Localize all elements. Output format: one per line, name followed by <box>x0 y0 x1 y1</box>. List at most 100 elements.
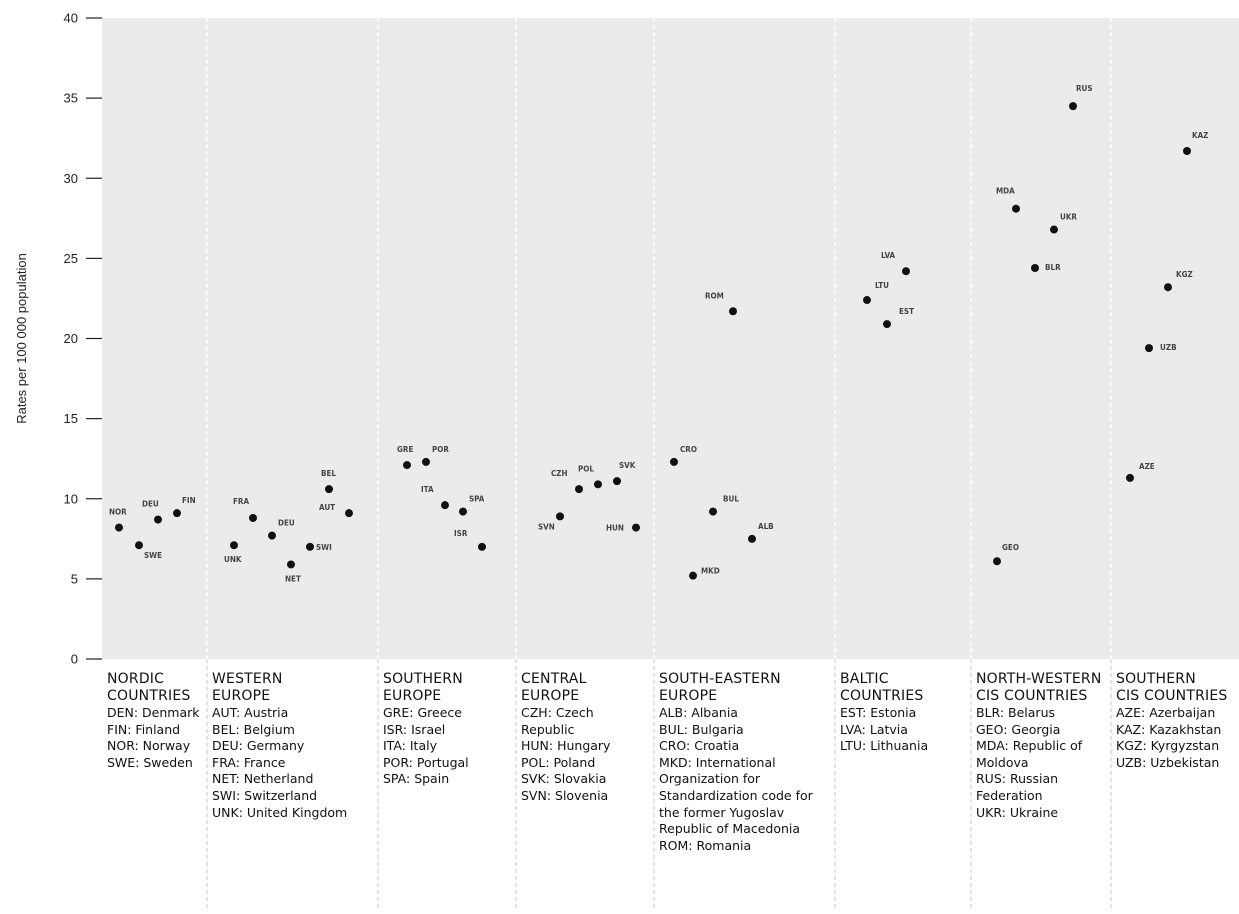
legend-entry: FRA: France <box>212 754 286 770</box>
data-point-kaz <box>1183 147 1191 156</box>
legend-entry: CZH: Czech Republic <box>521 705 594 737</box>
plot-area <box>102 18 1239 659</box>
point-label-swi: SWI <box>316 543 332 552</box>
data-point-rus <box>1069 102 1077 111</box>
point-label-geo: GEO <box>1002 543 1019 552</box>
data-point-swe <box>135 541 143 550</box>
data-point-cro <box>670 457 678 466</box>
group-name: SOUTHERN CIS COUNTRIES <box>1116 671 1239 705</box>
point-label-gre: GRE <box>397 445 413 454</box>
data-point-kgz <box>1164 283 1172 292</box>
legend-entry: NET: Netherland <box>212 771 314 787</box>
data-point-swi <box>306 542 314 551</box>
legend-entry: SWI: Switzerland <box>212 787 318 803</box>
data-point-nor <box>115 523 123 532</box>
y-tick-label: 10 <box>64 491 78 506</box>
group-name-line: CIS COUNTRIES <box>976 688 1088 704</box>
legend-entry: ISR: Israel <box>383 721 446 737</box>
data-point-deu <box>268 531 276 540</box>
point-label-svn: SVN <box>538 522 555 531</box>
legend-entry: ALB: Albania <box>659 705 738 720</box>
legend-entry: LVA: Latvia <box>840 721 908 737</box>
group-name-line: COUNTRIES <box>107 688 191 704</box>
y-tick-label: 5 <box>71 571 78 586</box>
group-name: WESTERN EUROPE <box>212 671 372 705</box>
legend-entry: KAZ: Kazakhstan <box>1116 721 1222 737</box>
group-name-line: SOUTH-EASTERN <box>659 671 781 687</box>
group-dividers <box>206 18 1112 910</box>
group-name-line: CENTRAL <box>521 671 587 687</box>
point-label-ukr: UKR <box>1060 213 1077 222</box>
legend-entry: SWE: Sweden <box>107 754 193 770</box>
point-label-svk: SVK <box>619 461 636 470</box>
point-label-net: NET <box>285 574 301 583</box>
data-point-aut <box>345 509 353 518</box>
group-name-line: COUNTRIES <box>840 688 924 704</box>
y-tick-label: 35 <box>64 91 78 106</box>
point-label-blr: BLR <box>1045 263 1061 272</box>
point-label-spa: SPA <box>469 495 485 504</box>
group-name-line: CIS COUNTRIES <box>1116 688 1228 704</box>
point-label-mkd: MKD <box>701 567 720 576</box>
point-label-kaz: KAZ <box>1192 131 1208 140</box>
group-name: BALTIC COUNTRIES <box>840 671 960 705</box>
point-label-mda: MDA <box>996 187 1015 196</box>
point-label-rom: ROM <box>705 291 724 300</box>
data-point-geo <box>993 557 1001 566</box>
group-legend: NORTH-WESTERN CIS COUNTRIES BLR: Belarus GE… <box>976 671 1106 821</box>
legend-entry: CRO: Croatia <box>659 738 740 754</box>
group-name-line: NORTH-WESTERN <box>976 671 1102 687</box>
point-label-est: EST <box>899 307 914 316</box>
data-point-bel <box>325 485 333 494</box>
y-tick-label: 40 <box>64 11 78 26</box>
group-legend: SOUTHERN EUROPE GRE: Greece ISR: Israel ITA:… <box>383 671 508 788</box>
point-label-aze: AZE <box>1139 462 1155 471</box>
data-point-mda <box>1012 204 1020 213</box>
data-point-hun <box>632 523 640 532</box>
point-label-hun: HUN <box>606 524 624 533</box>
point-label-alb: ALB <box>758 522 774 531</box>
data-point-isr <box>478 542 486 551</box>
data-point-aze <box>1126 473 1134 482</box>
group-legend: CENTRAL EUROPE CZH: Czech Republic HUN: Hun… <box>521 671 646 805</box>
y-tick-label: 0 <box>71 652 78 667</box>
group-legend: BALTIC COUNTRIES EST: Estonia LVA: Latvia LT… <box>840 671 960 755</box>
data-point-spa <box>459 507 467 516</box>
y-tick-label: 15 <box>64 411 78 426</box>
group-name-line: EUROPE <box>521 688 580 704</box>
group-name: NORDIC COUNTRIES <box>107 671 202 705</box>
data-point-mkd <box>689 571 697 580</box>
point-label-uzb: UZB <box>1160 343 1177 352</box>
data-point-est <box>883 320 891 329</box>
plot-background <box>102 18 1239 659</box>
point-label-swe: SWE <box>144 551 162 560</box>
point-label-deu: DEU <box>278 519 295 528</box>
data-point-blr <box>1031 263 1039 272</box>
point-label-czh: CZH <box>551 469 568 478</box>
point-label-rus: RUS <box>1076 84 1093 93</box>
data-point-net <box>287 560 295 569</box>
data-point-ita <box>441 501 449 510</box>
point-label-pol: POL <box>578 464 594 473</box>
group-legend: SOUTHERN CIS COUNTRIES AZE: Azerbaijan KAZ:… <box>1116 671 1239 771</box>
legend-entry: BUL: Bulgaria <box>659 721 744 737</box>
data-point-bul <box>709 507 717 516</box>
point-label-bel: BEL <box>321 469 336 478</box>
legend-entry: SVK: Slovakia <box>521 771 607 787</box>
legend-entry: FIN: Finland <box>107 721 181 737</box>
legend-entry: SPA: Spain <box>383 771 450 787</box>
data-point-ukr <box>1050 225 1058 234</box>
data-point-unk <box>230 541 238 550</box>
y-tick-label: 25 <box>64 251 78 266</box>
y-axis: 0 5 10 15 20 25 30 35 40 <box>64 11 102 667</box>
legend-entry: POR: Portugal <box>383 754 469 770</box>
group-name-line: EUROPE <box>383 688 442 704</box>
legend-entry: EST: Estonia <box>840 705 917 720</box>
legend-entry: KGZ: Kyrgyzstan <box>1116 738 1220 754</box>
point-label-deu: DEU <box>142 500 159 509</box>
legend-entry: NOR: Norway <box>107 738 191 754</box>
data-point-svn <box>556 512 564 521</box>
legend-entry: BEL: Belgium <box>212 721 295 737</box>
point-label-lva: LVA <box>881 251 896 260</box>
